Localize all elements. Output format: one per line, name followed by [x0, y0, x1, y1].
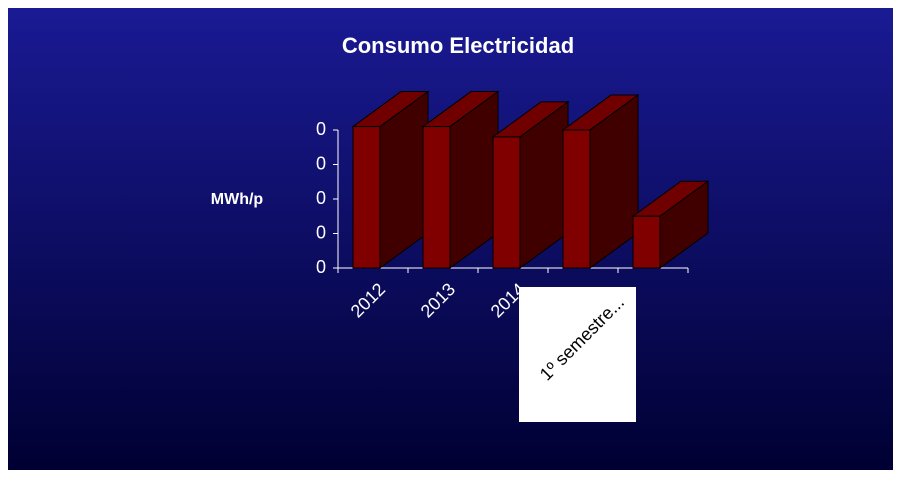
bar-front [562, 129, 591, 269]
chart-title: Consumo Electricidad [342, 33, 574, 58]
y-tick-label: 0 [316, 257, 326, 277]
y-axis-label: MWh/p [211, 191, 264, 208]
y-tick-label: 0 [316, 188, 326, 208]
y-tick-label: 0 [316, 153, 326, 173]
bar [491, 100, 570, 269]
bar-front [352, 126, 381, 269]
y-tick-label: 0 [316, 119, 326, 139]
bar-front [492, 136, 521, 269]
label-box [519, 287, 636, 422]
bar [351, 90, 430, 269]
y-tick-label: 0 [316, 222, 326, 242]
bar-front [632, 215, 661, 269]
bar [631, 180, 710, 269]
bar [421, 90, 500, 269]
bar [561, 94, 640, 269]
bar-front [422, 126, 451, 269]
